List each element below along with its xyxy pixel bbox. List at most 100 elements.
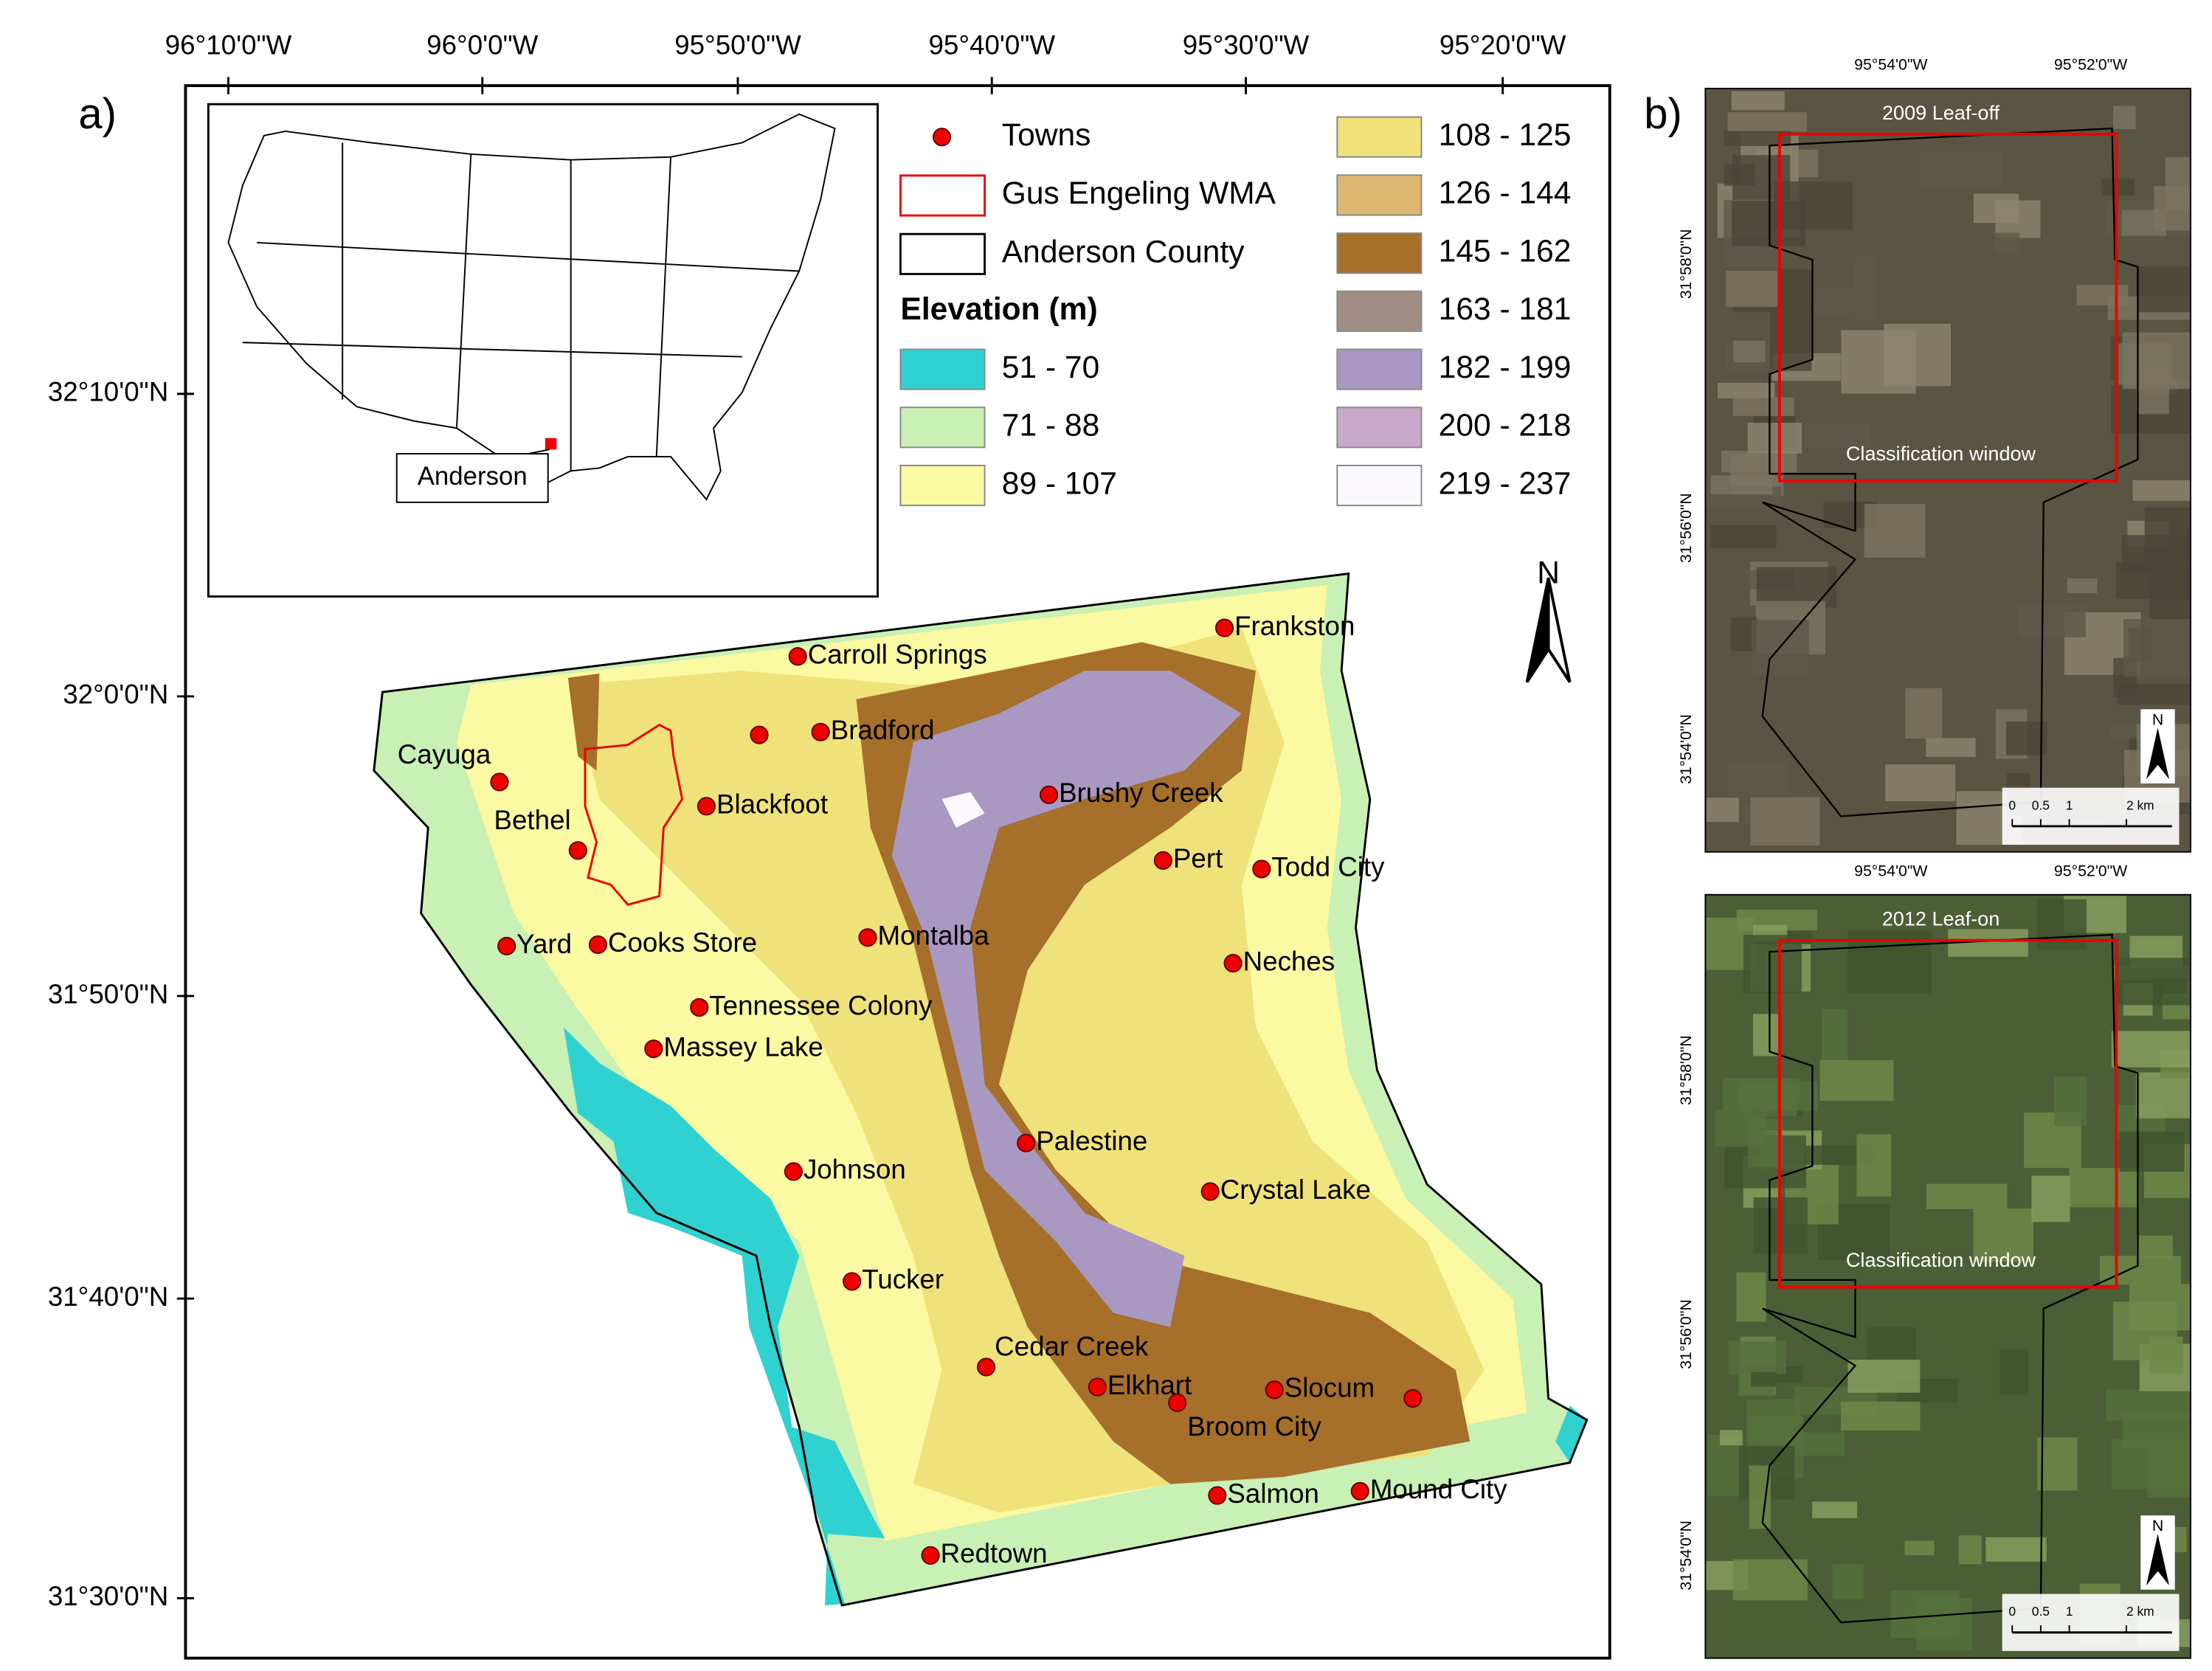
field-patch bbox=[2000, 1349, 2029, 1395]
town-point bbox=[843, 1272, 862, 1291]
field-patch bbox=[1774, 181, 1853, 229]
latitude-label: 32°0'0"N bbox=[63, 679, 168, 710]
town-label: Cayuga bbox=[398, 739, 491, 769]
field-patch bbox=[2069, 1168, 2140, 1208]
field-patch bbox=[1848, 1360, 1921, 1393]
field-patch bbox=[1747, 423, 1803, 454]
town-label: Neches bbox=[1243, 946, 1335, 976]
legend-swatch bbox=[1336, 348, 1423, 390]
field-patch bbox=[1752, 1014, 1781, 1056]
field-patch bbox=[2137, 266, 2191, 313]
town-label: Crystal Lake bbox=[1220, 1174, 1371, 1205]
legend-swatch bbox=[1336, 232, 1423, 274]
legend-swatch bbox=[899, 348, 986, 390]
legend-swatch bbox=[1336, 406, 1423, 449]
field-patch bbox=[2112, 1301, 2177, 1360]
town-point bbox=[490, 772, 509, 792]
longitude-label: 95°54'0"W bbox=[1854, 56, 1927, 74]
county-boundary bbox=[373, 572, 1589, 1607]
field-patch bbox=[2006, 722, 2047, 755]
town-point bbox=[1223, 954, 1242, 973]
field-patch bbox=[2037, 1437, 2078, 1491]
town-point bbox=[1200, 1182, 1220, 1201]
terrain bbox=[373, 573, 1587, 1605]
field-patch bbox=[1854, 257, 1876, 320]
scale-box bbox=[2002, 1594, 2180, 1651]
field-patch bbox=[2100, 1256, 2181, 1285]
scale-label: 0 bbox=[2008, 798, 2016, 812]
legend-label: 145 - 162 bbox=[1439, 233, 1572, 269]
inset-label: Anderson bbox=[418, 462, 528, 491]
field-patch bbox=[1958, 1535, 1982, 1565]
classification-window bbox=[1778, 938, 2118, 1289]
field-patch bbox=[2101, 179, 2135, 196]
town-point bbox=[750, 725, 769, 744]
legend-swatch bbox=[1336, 116, 1423, 158]
field-patch bbox=[1721, 451, 1797, 473]
field-patch bbox=[2076, 285, 2129, 306]
legend-label: 71 - 88 bbox=[1002, 408, 1099, 443]
field-patch bbox=[1905, 688, 1943, 739]
legend-label: 200 - 218 bbox=[1439, 408, 1572, 443]
town-point bbox=[788, 647, 807, 666]
inset-label-box bbox=[395, 453, 549, 503]
elev-145-162 bbox=[567, 673, 600, 771]
field-patch bbox=[2132, 480, 2191, 501]
us-map bbox=[227, 113, 836, 501]
latitude-label: 31°40'0"N bbox=[48, 1281, 168, 1312]
field-patch bbox=[2147, 1442, 2191, 1498]
town-label: Bethel bbox=[494, 805, 571, 835]
field-patch bbox=[2123, 619, 2191, 677]
latitude-label: 31°56'0"N bbox=[1677, 1299, 1695, 1369]
field-patch bbox=[1743, 935, 1802, 993]
longitude-label: 95°52'0"W bbox=[2054, 862, 2127, 879]
town-label: Frankston bbox=[1234, 611, 1355, 641]
town-point bbox=[697, 797, 716, 816]
field-patch bbox=[1732, 397, 1794, 416]
town-label: Pert bbox=[1173, 843, 1223, 873]
field-patch bbox=[1904, 1540, 1935, 1556]
town-label: Palestine bbox=[1036, 1126, 1147, 1156]
field-patch bbox=[1973, 193, 2019, 224]
wma-outline bbox=[1761, 127, 2139, 817]
field-patch bbox=[1926, 1183, 2008, 1209]
latitude-label: 31°54'0"N bbox=[1677, 714, 1695, 784]
field-patch bbox=[1724, 131, 1791, 146]
field-patch bbox=[1864, 504, 1926, 558]
image-title: 2009 Leaf-off bbox=[1882, 101, 2000, 124]
field-patch bbox=[2067, 578, 2098, 594]
elev-145-162 bbox=[856, 642, 1470, 1484]
window-label: Classification window bbox=[1846, 442, 2036, 465]
field-patch bbox=[2037, 899, 2087, 949]
field-patch bbox=[1738, 1081, 1818, 1111]
latitude-label: 32°10'0"N bbox=[48, 377, 168, 407]
town-point bbox=[568, 841, 587, 860]
legend-wma-symbol bbox=[899, 174, 986, 217]
field-patch bbox=[1885, 764, 1956, 802]
field-patch bbox=[2149, 564, 2191, 620]
field-patch bbox=[1756, 567, 1836, 608]
field-patch bbox=[2144, 507, 2191, 561]
town-point bbox=[1017, 1133, 1036, 1152]
town-point bbox=[1153, 851, 1172, 870]
legend-town-symbol bbox=[932, 128, 952, 147]
latitude-label: 31°56'0"N bbox=[1677, 493, 1695, 563]
field-patch bbox=[1726, 270, 1778, 308]
field-patch bbox=[1822, 1009, 1848, 1062]
town-label: Salmon bbox=[1227, 1478, 1319, 1509]
field-patch bbox=[1719, 1430, 1743, 1446]
scale-label: 1 bbox=[2066, 798, 2073, 812]
field-patch bbox=[2136, 1072, 2191, 1118]
scale-label: 0.5 bbox=[2032, 798, 2050, 812]
field-patch bbox=[2110, 724, 2143, 738]
field-patch bbox=[1840, 1401, 1921, 1431]
scale-label: 2 km bbox=[2126, 798, 2154, 812]
legend-swatch bbox=[899, 464, 986, 507]
town-point bbox=[1252, 859, 1271, 879]
legend-swatch bbox=[1336, 290, 1423, 332]
panel-label: a) bbox=[78, 90, 117, 138]
latitude-label: 31°30'0"N bbox=[48, 1581, 168, 1611]
field-patch bbox=[1856, 1134, 1892, 1197]
longitude-label: 95°52'0"W bbox=[2054, 56, 2127, 74]
